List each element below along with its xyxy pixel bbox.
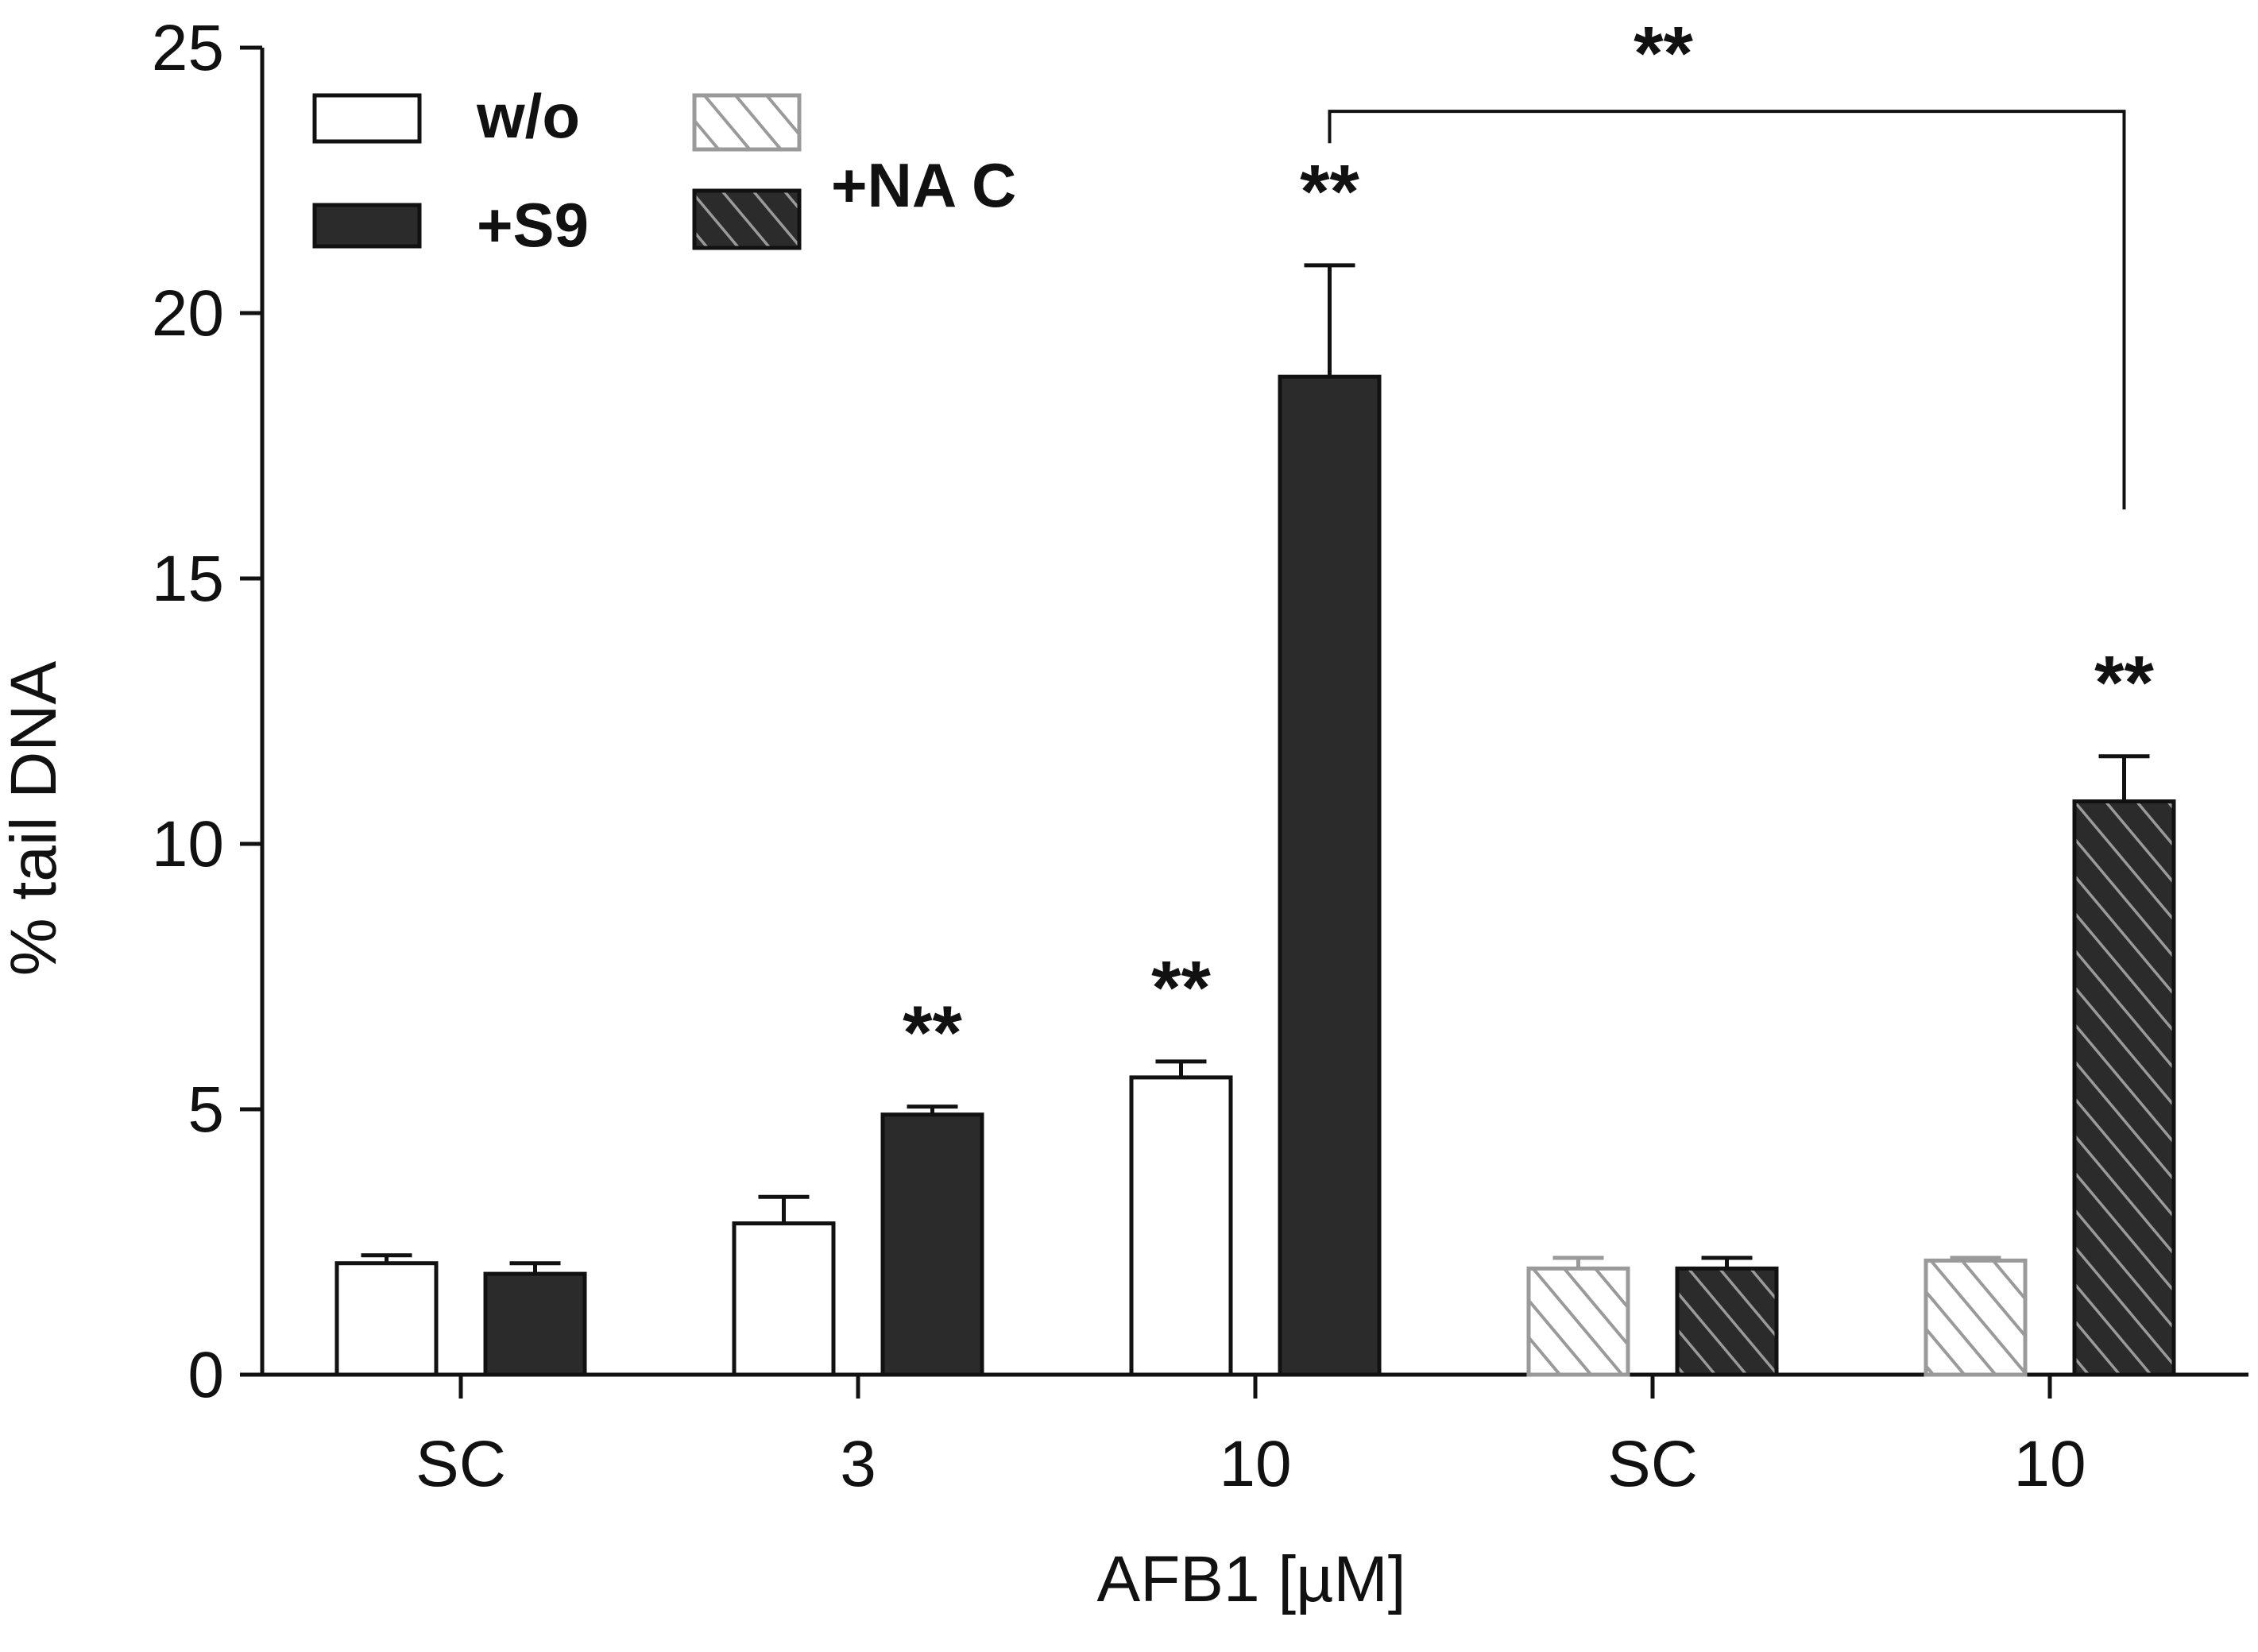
x-axis-label: AFB1 [µM] — [1097, 1543, 1406, 1615]
y-axis-label: % tail DNA — [0, 660, 70, 976]
bar — [1924, 1258, 2028, 1377]
y-tick-label: 0 — [188, 1339, 224, 1411]
bar — [1129, 1075, 1233, 1377]
bar — [483, 1271, 587, 1377]
legend-label-nac: +NA C — [831, 150, 1016, 220]
legend-swatch-w-o — [312, 93, 422, 144]
bars — [334, 263, 2176, 1377]
bar — [880, 1112, 984, 1377]
y-tick-label: 10 — [152, 808, 224, 880]
x-tick-label: 3 — [840, 1428, 876, 1500]
legend-swatch-s9 — [312, 203, 422, 249]
y-tick-label: 20 — [152, 277, 224, 350]
legend-label-w-o: w/o — [476, 81, 580, 151]
legend: w/o +S9 +NA C — [312, 81, 1016, 260]
plot-area: 0 5 10 15 20 25 SC 3 10 SC 10 ** ** ** ** ** — [152, 11, 2248, 1500]
x-tick-label: SC — [1607, 1428, 1698, 1500]
bracket-label: ** — [1634, 11, 1693, 96]
y-tick-label: 15 — [152, 543, 224, 615]
y-ticks: 0 5 10 15 20 25 — [152, 12, 262, 1411]
x-ticks: SC 3 10 SC 10 — [416, 1375, 2086, 1500]
x-tick-label: 10 — [2013, 1428, 2086, 1500]
legend-label-s9: +S9 — [477, 190, 589, 260]
legend-swatch-s9-nac — [692, 188, 802, 250]
x-tick-label: SC — [416, 1428, 506, 1500]
y-tick-label: 25 — [152, 12, 224, 84]
significance-marks: ** ** ** ** ** — [903, 11, 2154, 1076]
legend-swatch-w-o-nac — [692, 93, 802, 152]
bar — [1526, 1266, 1630, 1377]
significance-label: ** — [1151, 946, 1211, 1031]
significance-label: ** — [1300, 149, 1359, 234]
bar — [1278, 374, 1382, 1377]
x-tick-label: 10 — [1219, 1428, 1291, 1500]
bar — [2072, 799, 2176, 1377]
y-tick-label: 5 — [188, 1074, 224, 1146]
significance-label: ** — [903, 991, 962, 1076]
bar — [1675, 1266, 1779, 1377]
bar — [732, 1221, 836, 1377]
bar — [334, 1261, 439, 1377]
comparison-bracket — [1328, 110, 2126, 510]
significance-label: ** — [2094, 640, 2154, 725]
